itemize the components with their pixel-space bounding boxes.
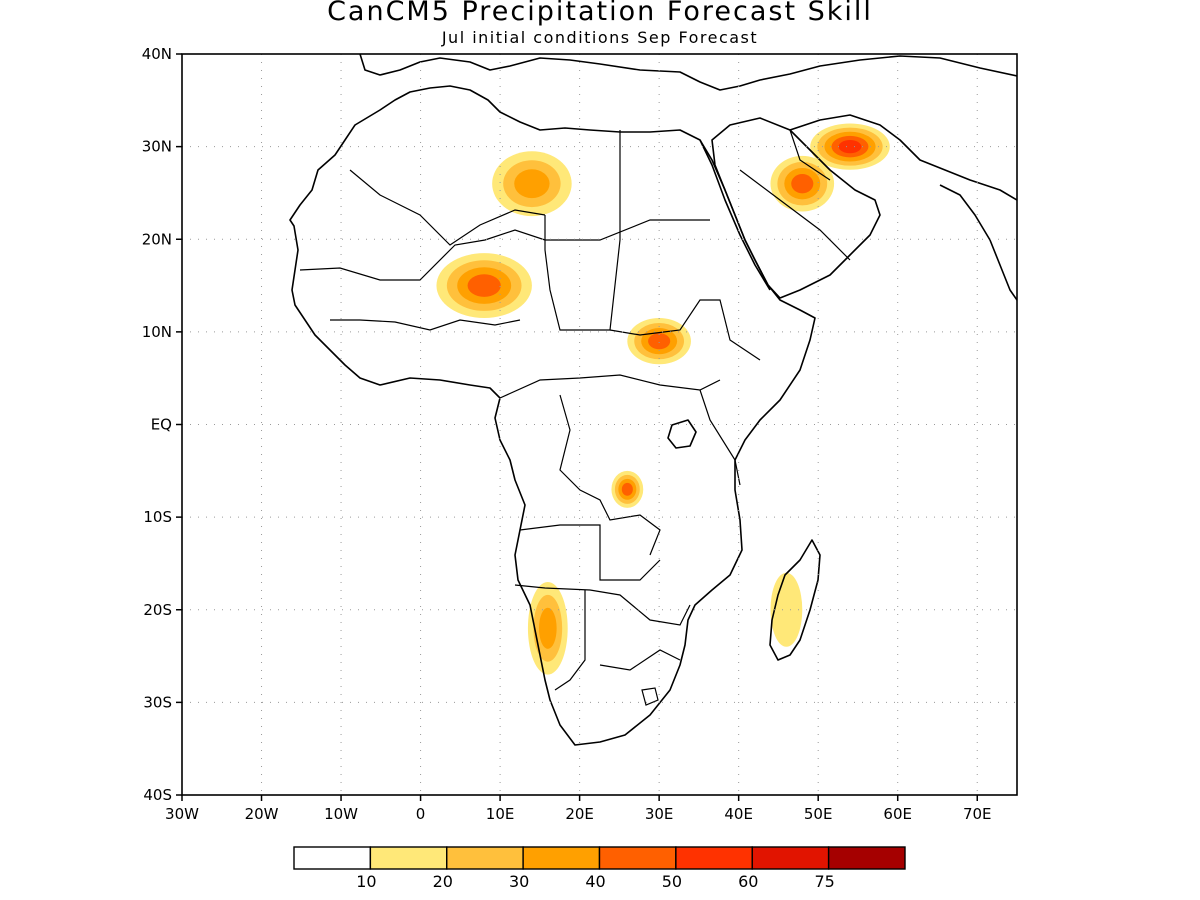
border-sudan	[609, 299, 761, 361]
skill-region-sahara-libya	[492, 151, 572, 217]
skill-contour-level-4	[648, 333, 671, 350]
border-southern-africa	[514, 584, 691, 626]
lat-tick-label: 10N	[142, 323, 172, 341]
lon-tick-label: 0	[416, 805, 426, 823]
lat-tick-label: 10S	[143, 508, 172, 526]
lon-tick-label: 20E	[565, 805, 594, 823]
border-lesotho	[641, 687, 659, 706]
map-subtitle: Jul initial conditions Sep Forecast	[441, 28, 759, 47]
colorbar-swatch	[751, 846, 830, 870]
border-arabia	[739, 169, 851, 261]
colorbar-swatch	[522, 846, 601, 870]
lon-tick-label: 50E	[804, 805, 833, 823]
lon-tick-label: 10E	[486, 805, 515, 823]
border-drc	[559, 394, 661, 556]
border-west-africa	[330, 319, 521, 331]
red-sea-coastline	[699, 139, 771, 291]
border-east-africa	[699, 389, 741, 486]
colorbar-label: 20	[433, 872, 453, 891]
colorbar-swatch	[369, 846, 448, 870]
skill-contour-level-4	[467, 274, 501, 297]
colorbar-label: 60	[738, 872, 758, 891]
europe-coastline	[359, 54, 1017, 91]
border-angola	[519, 524, 661, 581]
plot-area	[182, 54, 1017, 795]
colorbar-swatch	[675, 846, 753, 870]
colorbar-swatch	[293, 846, 372, 870]
skill-shading-layer	[436, 123, 890, 675]
skill-region-iran	[810, 123, 890, 170]
lon-tick-label: 20W	[245, 805, 279, 823]
skill-region-arabia	[770, 155, 835, 212]
border-iran	[789, 129, 831, 181]
arabia-coastline	[711, 117, 881, 299]
colorbar: 10 20 30 40 50 60 75	[293, 846, 906, 891]
colorbar-swatch	[446, 846, 524, 870]
colorbar-label: 50	[662, 872, 682, 891]
latitude-axis: 40N 30N 20N 10N EQ 10S 20S 30S 40S	[142, 45, 182, 804]
skill-contour-level-5	[838, 140, 862, 154]
colorbar-label: 75	[814, 872, 834, 891]
colorbar-label: 10	[356, 872, 376, 891]
lake-victoria	[667, 419, 697, 449]
skill-contour-level-3	[514, 169, 550, 199]
plot-background	[182, 54, 1017, 795]
lon-tick-label: 10W	[324, 805, 358, 823]
map-title: CanCM5 Precipitation Forecast Skill	[327, 0, 873, 27]
lat-tick-label: 20N	[142, 230, 172, 248]
longitude-axis: 30W 20W 10W 0 10E 20E 30E 40E 50E 60E 70E	[165, 795, 992, 823]
lon-tick-label: 40E	[724, 805, 753, 823]
border-maghreb	[349, 169, 546, 246]
colorbar-swatch	[827, 846, 906, 870]
madagascar-coastline	[769, 539, 821, 661]
middle-east-coastline	[789, 114, 1017, 201]
lat-tick-label: 40S	[143, 786, 172, 804]
skill-region-congo-east	[611, 470, 644, 508]
skill-region-namibia	[527, 581, 568, 675]
colorbar-swatch	[598, 846, 677, 870]
country-border-layer	[299, 129, 851, 706]
lat-tick-label: 40N	[142, 45, 172, 63]
lon-tick-label: 30E	[645, 805, 674, 823]
lat-tick-label: 30S	[143, 693, 172, 711]
skill-contour-level-4	[791, 174, 814, 194]
skill-contour-level-4	[621, 482, 633, 496]
africa-coastline	[289, 85, 816, 746]
lat-tick-label: 30N	[142, 138, 172, 156]
skill-contour-level-1	[770, 572, 803, 647]
skill-region-south-sudan	[627, 317, 691, 365]
border-south-africa	[599, 649, 681, 671]
border-sahel-north	[299, 219, 710, 281]
india-coastline	[939, 184, 1017, 301]
colorbar-label: 30	[509, 872, 529, 891]
skill-region-madagascar	[770, 572, 803, 647]
skill-contour-level-3	[538, 607, 557, 649]
lon-tick-label: 60E	[883, 805, 912, 823]
coastline-layer	[289, 54, 1017, 746]
border-namibia	[554, 590, 586, 691]
lat-tick-label: 20S	[143, 601, 172, 619]
skill-region-sahel-niger-nigeria	[436, 253, 532, 318]
lat-tick-label: EQ	[151, 416, 172, 434]
border-libya-egypt	[544, 130, 621, 331]
lon-tick-label: 70E	[963, 805, 992, 823]
lon-tick-label: 30W	[165, 805, 199, 823]
colorbar-label: 40	[585, 872, 605, 891]
